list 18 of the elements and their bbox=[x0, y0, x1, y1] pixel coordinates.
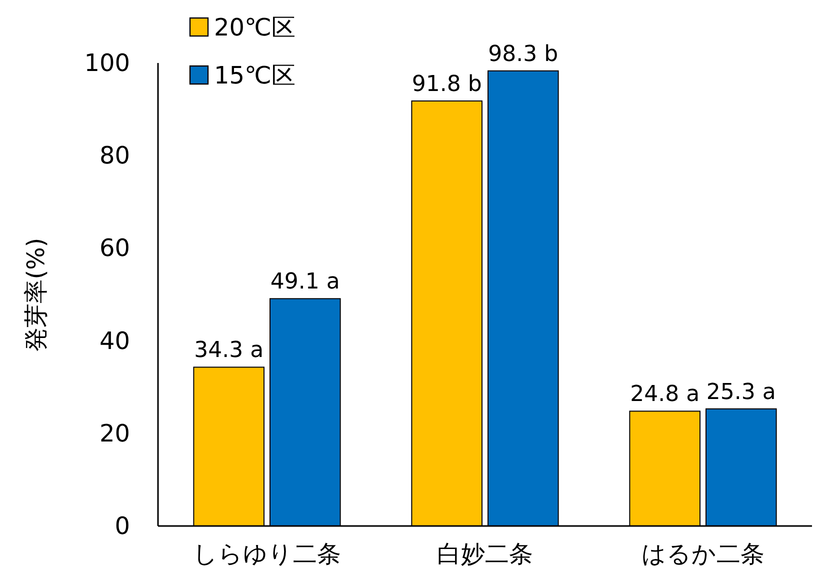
x-tick-label: はるか二条 bbox=[642, 540, 764, 568]
data-label: 25.3 a bbox=[706, 380, 776, 405]
legend-label: 20℃区 bbox=[214, 13, 296, 42]
data-label: 49.1 a bbox=[270, 270, 340, 295]
data-label: 24.8 a bbox=[630, 382, 700, 408]
data-label: 91.8 b bbox=[412, 72, 482, 97]
y-tick-label: 60 bbox=[99, 234, 130, 262]
y-tick-label: 0 bbox=[114, 512, 130, 540]
y-axis-title: 発芽率(%) bbox=[22, 238, 50, 352]
y-tick-label: 20 bbox=[99, 419, 130, 448]
y-tick-label: 40 bbox=[99, 326, 130, 355]
x-tick-label: しらゆり二条 bbox=[193, 540, 341, 568]
data-label: 34.3 a bbox=[194, 338, 264, 364]
legend-label: 15℃区 bbox=[214, 61, 296, 90]
y-tick-label: 80 bbox=[99, 142, 130, 170]
data-label: 98.3 b bbox=[488, 42, 558, 67]
y-tick-label: 100 bbox=[84, 49, 130, 77]
x-tick-label: 白妙二条 bbox=[437, 540, 533, 568]
